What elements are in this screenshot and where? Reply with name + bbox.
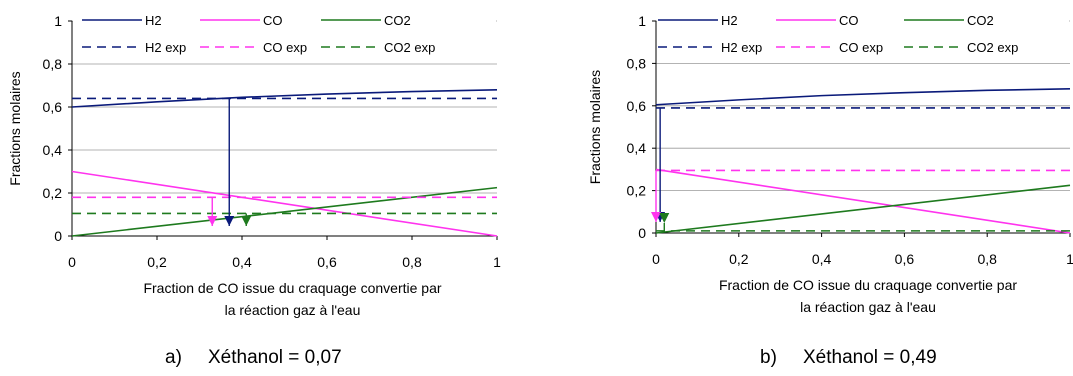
legend-label: H2	[145, 13, 162, 28]
legend-label: CO	[839, 13, 859, 28]
y-tick-label: 0,4	[627, 140, 647, 156]
x-tick-label: 0,2	[147, 254, 167, 270]
x-axis-label-line2: la réaction gaz à l'eau	[225, 302, 361, 318]
caption-letter: a)	[165, 347, 182, 368]
series-co-line	[71, 170, 498, 237]
y-tick-label: 1	[638, 13, 646, 29]
legend-label: CO exp	[263, 40, 307, 55]
x-axis-label-line2: la réaction gaz à l'eau	[800, 299, 936, 315]
series-co-line	[655, 168, 1071, 234]
series-co2-line	[71, 186, 498, 237]
y-tick-label: 0,6	[627, 98, 647, 114]
x-tick-label: 0,4	[812, 251, 832, 267]
x-axis-label-line1: Fraction de CO issue du craquage convert…	[143, 280, 441, 296]
x-tick-label: 0	[652, 251, 660, 267]
legend-label: CO2	[967, 13, 994, 28]
x-tick-label: 1	[493, 254, 501, 270]
caption-text: Xéthanol = 0,49	[803, 347, 937, 368]
legend-label: H2 exp	[721, 40, 762, 55]
y-tick-label: 0,8	[627, 55, 647, 71]
y-tick-label: 0,2	[627, 183, 647, 199]
legend-background	[657, 9, 1069, 49]
y-axis-label: Fractions molaires	[587, 70, 603, 184]
legend-label: H2	[721, 13, 738, 28]
legend-label: CO2 exp	[967, 40, 1018, 55]
x-tick-label: 0,6	[317, 254, 337, 270]
caption-letter: b)	[760, 347, 777, 368]
chart-panel-a: 0 0,2 0,4 0,6 0,8 1 0 0,2 0,4 0,6 0,8 1 Fraction de …	[7, 9, 501, 368]
y-tick-label: 0	[638, 225, 646, 241]
x-tick-label: 0	[68, 254, 76, 270]
x-tick-label: 0,8	[402, 254, 422, 270]
y-tick-label: 0	[54, 228, 62, 244]
y-tick-label: 0,4	[43, 142, 63, 158]
y-axis-label: Fractions molaires	[7, 71, 23, 185]
legend-label: CO2 exp	[384, 40, 435, 55]
y-tick-label: 0,8	[43, 56, 63, 72]
series-h2-line	[655, 88, 1071, 106]
x-tick-label: 0,2	[729, 251, 749, 267]
series-h2-line	[71, 89, 498, 108]
legend-label: CO2	[384, 13, 411, 28]
caption-text: Xéthanol = 0,07	[208, 347, 342, 368]
legend-background	[73, 9, 496, 49]
x-tick-label: 0,6	[895, 251, 915, 267]
legend-label: H2 exp	[145, 40, 186, 55]
x-tick-label: 0,4	[232, 254, 252, 270]
y-tick-label: 0,6	[43, 99, 63, 115]
series-co2-line	[655, 184, 1071, 234]
x-tick-label: 0,8	[977, 251, 997, 267]
legend-label: CO exp	[839, 40, 883, 55]
x-axis-label-line1: Fraction de CO issue du craquage convert…	[719, 277, 1017, 293]
legend-label: CO	[263, 13, 283, 28]
y-tick-label: 0,2	[43, 185, 63, 201]
x-tick-label: 1	[1066, 251, 1073, 267]
chart-panel-b: 0 0,2 0,4 0,6 0,8 1 0 0,2 0,4 0,6 0,8 1 Fraction de …	[587, 9, 1073, 368]
y-tick-label: 1	[54, 13, 62, 29]
